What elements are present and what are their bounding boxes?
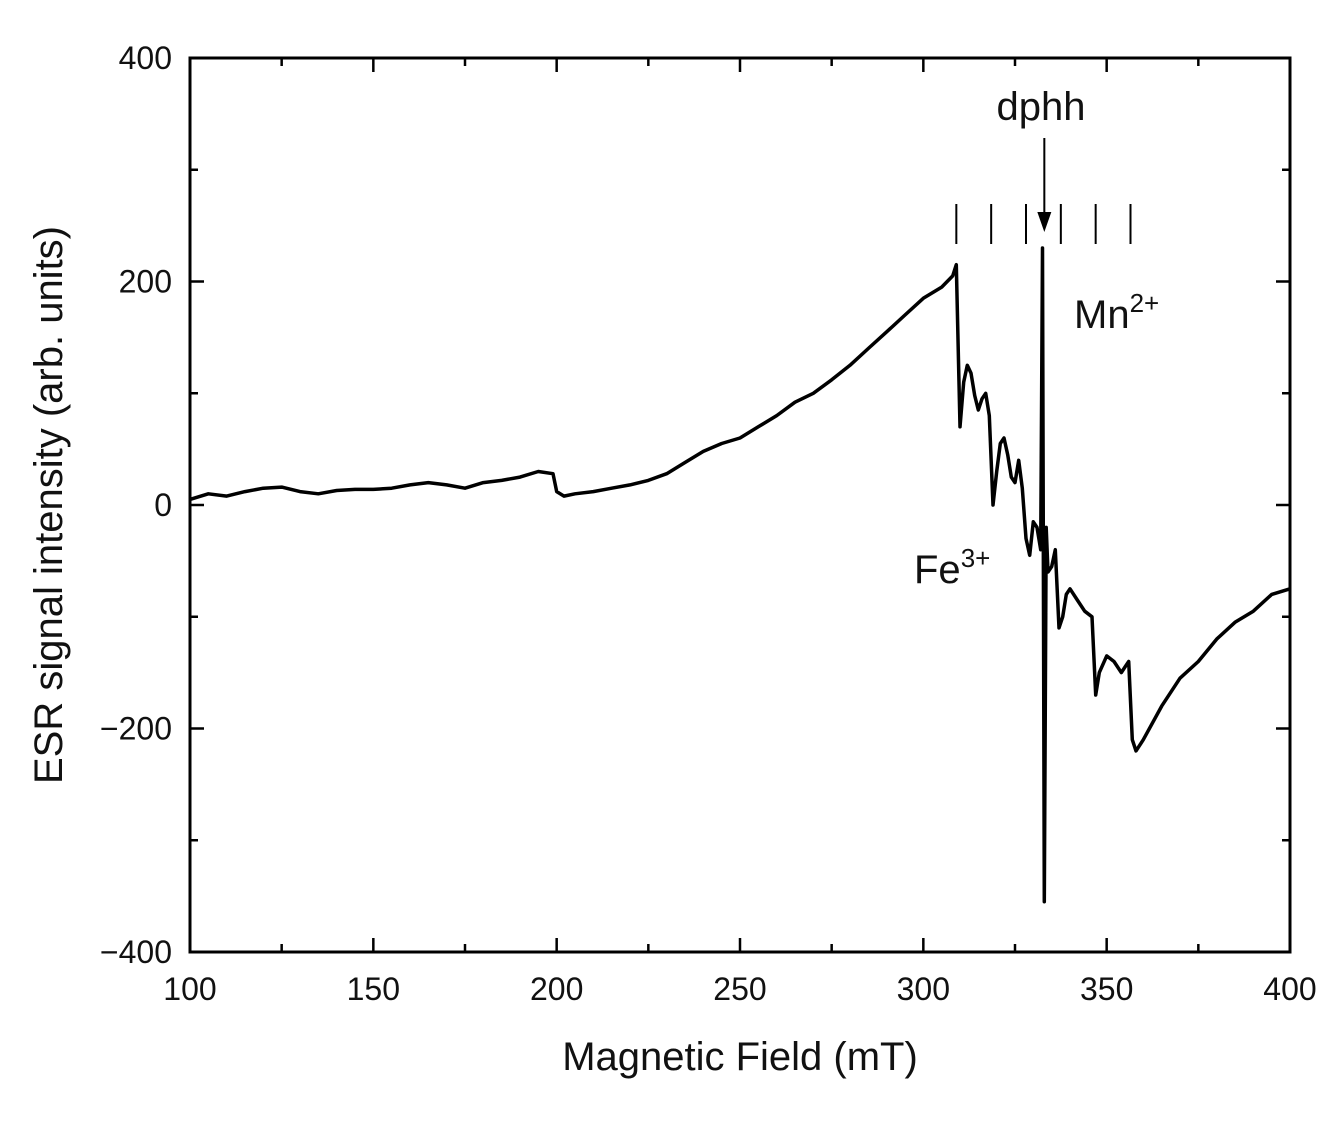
y-axis-title: ESR signal intensity (arb. units) [27,226,71,784]
mn-label-sup: 2+ [1130,288,1160,318]
x-tick-label: 250 [713,971,766,1007]
fe-label-sup: 3+ [961,543,991,573]
x-axis-title: Magnetic Field (mT) [562,1035,918,1079]
y-tick-label: −200 [100,711,172,747]
x-tick-labels: 100 150 200 250 300 350 400 [163,971,1316,1007]
y-tick-label: 0 [154,487,172,523]
y-tick-label: 400 [119,40,172,76]
fe-label: Fe3+ [914,543,990,592]
y-tick-labels: −400 −200 0 200 400 [100,40,172,970]
x-tick-label: 200 [530,971,583,1007]
mn-label-base: Mn [1074,293,1130,337]
x-tick-label: 300 [897,971,950,1007]
fe-label-base: Fe [914,548,961,592]
dphh-label: dphh [997,85,1086,129]
plot-frame [188,56,1292,954]
x-tick-label: 100 [163,971,216,1007]
mn-label: Mn2+ [1074,288,1159,337]
mn-hyperfine-markers [955,204,1132,244]
y-tick-label: −400 [100,934,172,970]
x-tick-label: 150 [347,971,400,1007]
x-tick-label: 400 [1263,971,1316,1007]
x-tick-label: 350 [1080,971,1133,1007]
dphh-arrowhead [1037,212,1052,232]
y-tick-label: 200 [119,264,172,300]
axis-ticks [188,56,1292,954]
series-line [189,246,1291,904]
